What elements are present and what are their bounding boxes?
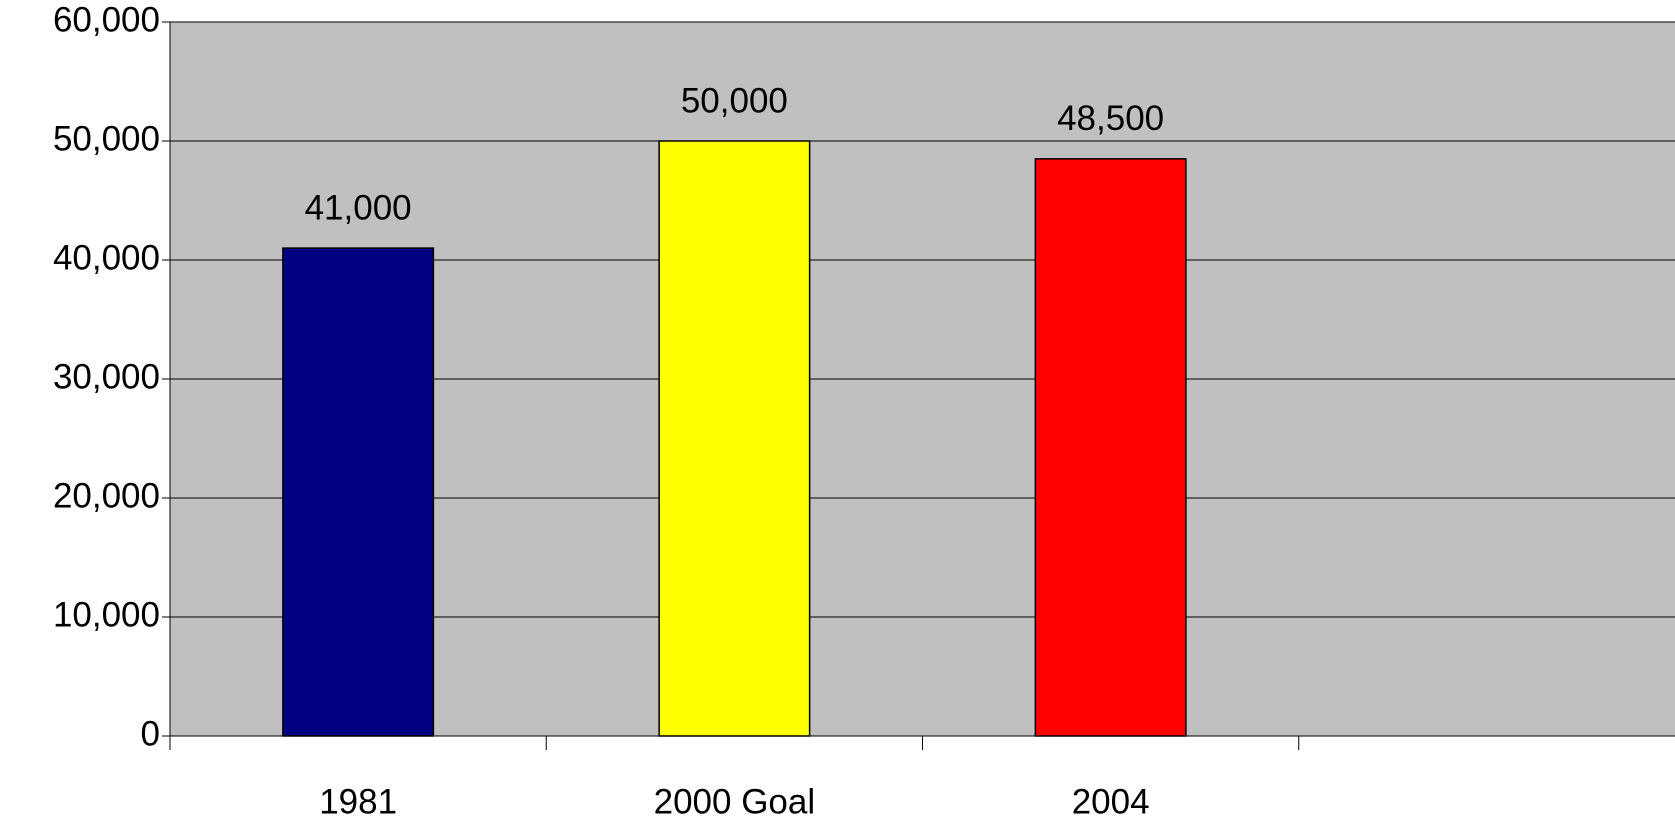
bar (282, 247, 435, 737)
data-label: 50,000 (681, 81, 788, 120)
y-tick-label: 60,000 (53, 0, 160, 39)
x-tick-label: 2000 Goal (654, 782, 816, 821)
y-tick-label: 0 (141, 714, 160, 753)
x-tick-label: 2004 (1072, 782, 1150, 821)
y-tick-label: 30,000 (53, 357, 160, 396)
y-tick-label: 40,000 (53, 238, 160, 277)
bar (1034, 158, 1187, 737)
data-label: 48,500 (1057, 99, 1164, 138)
data-label: 41,000 (305, 188, 412, 227)
y-tick-label: 50,000 (53, 119, 160, 158)
bar (658, 140, 811, 737)
x-tick-label: 1981 (319, 782, 397, 821)
y-tick-label: 10,000 (53, 595, 160, 634)
y-tick-label: 20,000 (53, 476, 160, 515)
